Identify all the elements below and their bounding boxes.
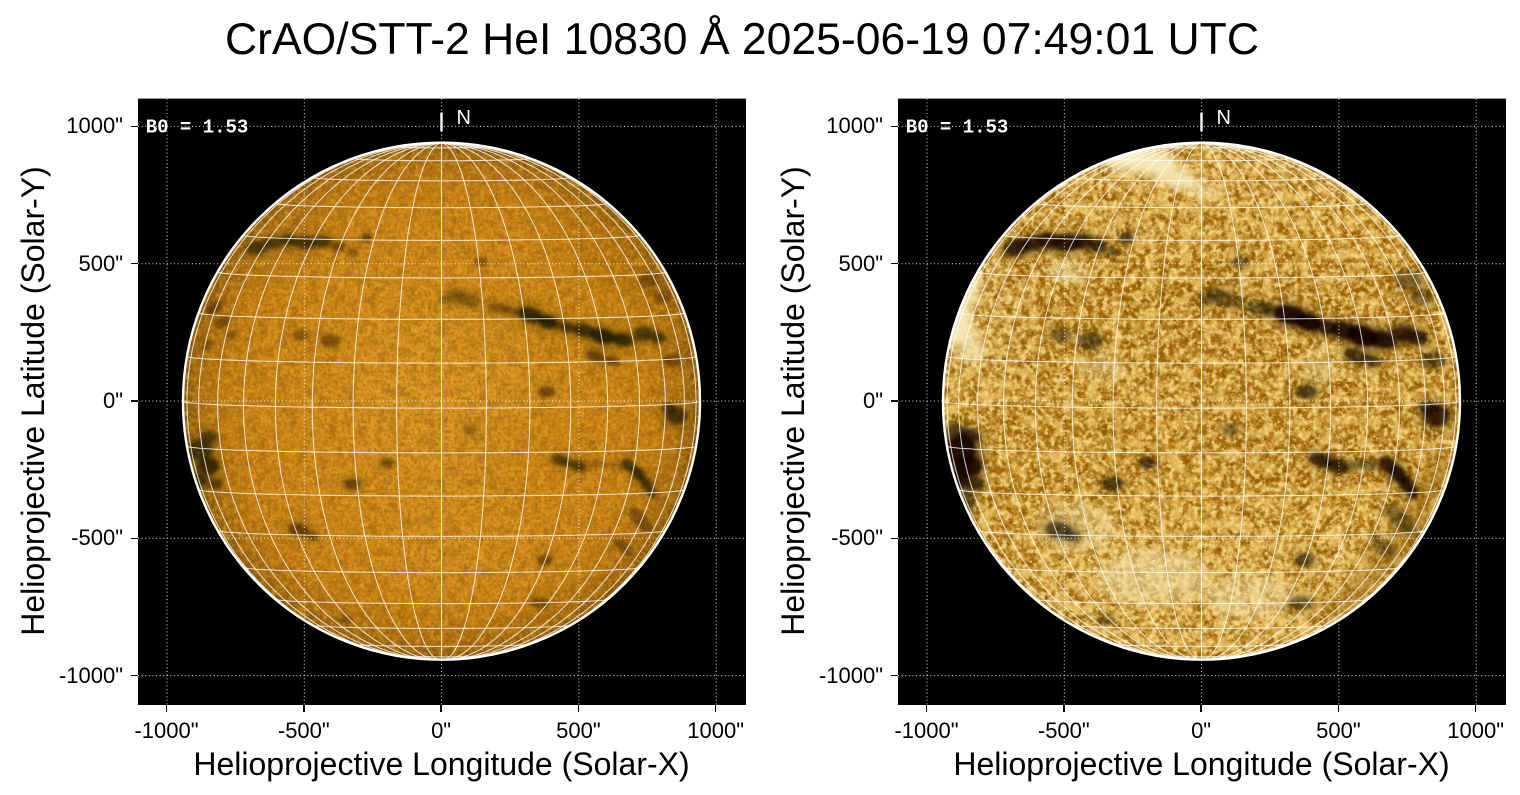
svg-text:B0 = 1.53: B0 = 1.53 xyxy=(905,116,1008,138)
svg-text:N: N xyxy=(1216,107,1230,129)
svg-text:B0 = 1.53: B0 = 1.53 xyxy=(145,116,248,138)
svg-text:N: N xyxy=(456,107,470,129)
